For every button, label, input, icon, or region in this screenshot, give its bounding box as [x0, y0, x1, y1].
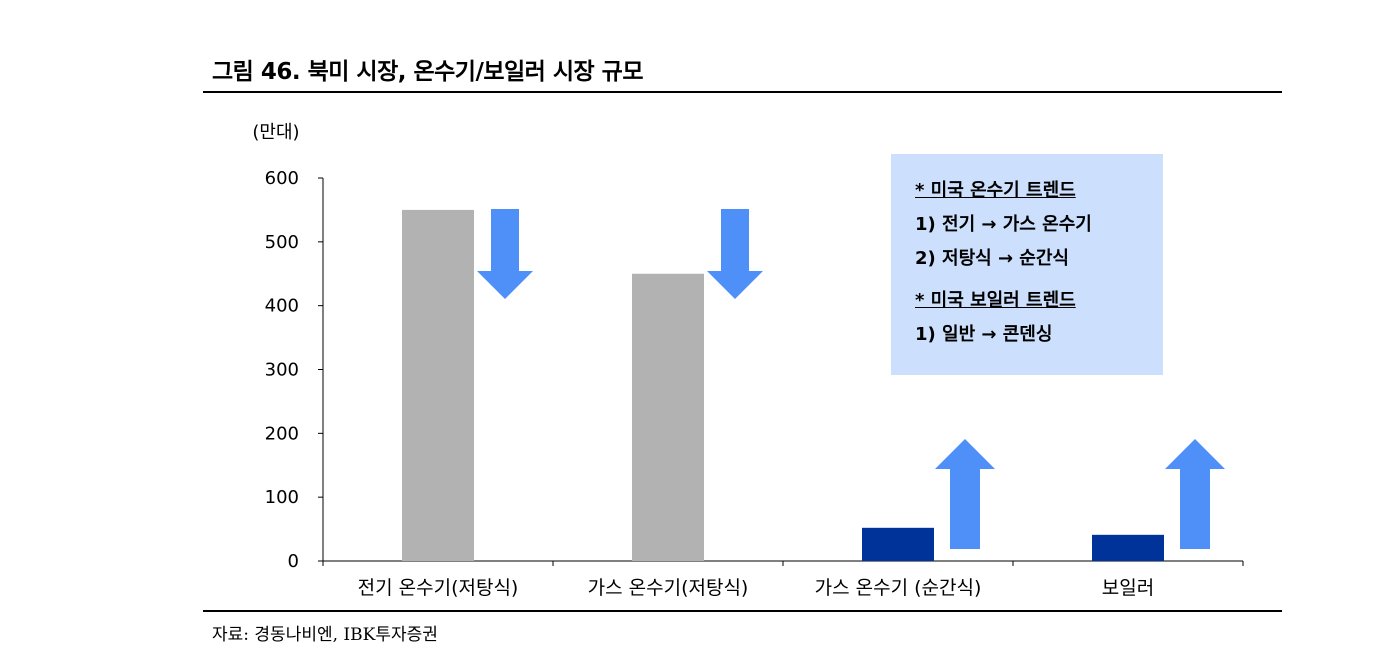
note-heading-boiler: * 미국 보일러 트렌드: [915, 290, 1076, 311]
note-heading-water-heater: * 미국 온수기 트렌드: [915, 180, 1076, 201]
x-tick-label: 가스 온수기 (순간식): [815, 577, 982, 599]
y-tick-label: 0: [288, 551, 299, 572]
bar: [1092, 534, 1164, 561]
y-axis-unit-label: (만대): [252, 122, 299, 143]
x-tick-label: 전기 온수기(저탕식): [358, 577, 519, 599]
y-tick-label: 400: [265, 296, 299, 317]
up-arrow-icon: [935, 439, 995, 549]
trend-arrows: [477, 209, 1225, 549]
figure-title: 그림 46. 북미 시장, 온수기/보일러 시장 규모: [212, 59, 644, 85]
y-tick-label: 300: [265, 360, 299, 381]
x-tick-label: 가스 온수기(저탕식): [588, 577, 749, 599]
note-line: 1) 전기 → 가스 온수기: [915, 214, 1092, 235]
x-tick-label: 보일러: [1102, 577, 1154, 599]
bar: [632, 273, 704, 561]
y-tick-label: 600: [265, 168, 299, 189]
trend-note-box: * 미국 온수기 트렌드 1) 전기 → 가스 온수기 2) 저탕식 → 순간식…: [891, 154, 1163, 375]
source-note: 자료: 경동나비엔, IBK투자증권: [212, 625, 438, 645]
bottom-divider: [203, 610, 1282, 612]
bars: [402, 209, 1164, 561]
y-tick-label: 200: [265, 423, 299, 444]
x-axis: 전기 온수기(저탕식) 가스 온수기(저탕식) 가스 온수기 (순간식) 보일러: [322, 560, 1244, 599]
down-arrow-icon: [477, 209, 533, 299]
bar: [402, 209, 474, 561]
note-line: 1) 일반 → 콘덴싱: [915, 324, 1053, 345]
y-axis: 0 100 200 300 400 500 600: [265, 168, 324, 572]
title-divider: [203, 91, 1282, 93]
up-arrow-icon: [1165, 439, 1225, 549]
y-tick-label: 100: [265, 487, 299, 508]
note-line: 2) 저탕식 → 순간식: [915, 248, 1069, 269]
y-tick-label: 500: [265, 232, 299, 253]
down-arrow-icon: [707, 209, 763, 299]
bar: [862, 527, 934, 561]
